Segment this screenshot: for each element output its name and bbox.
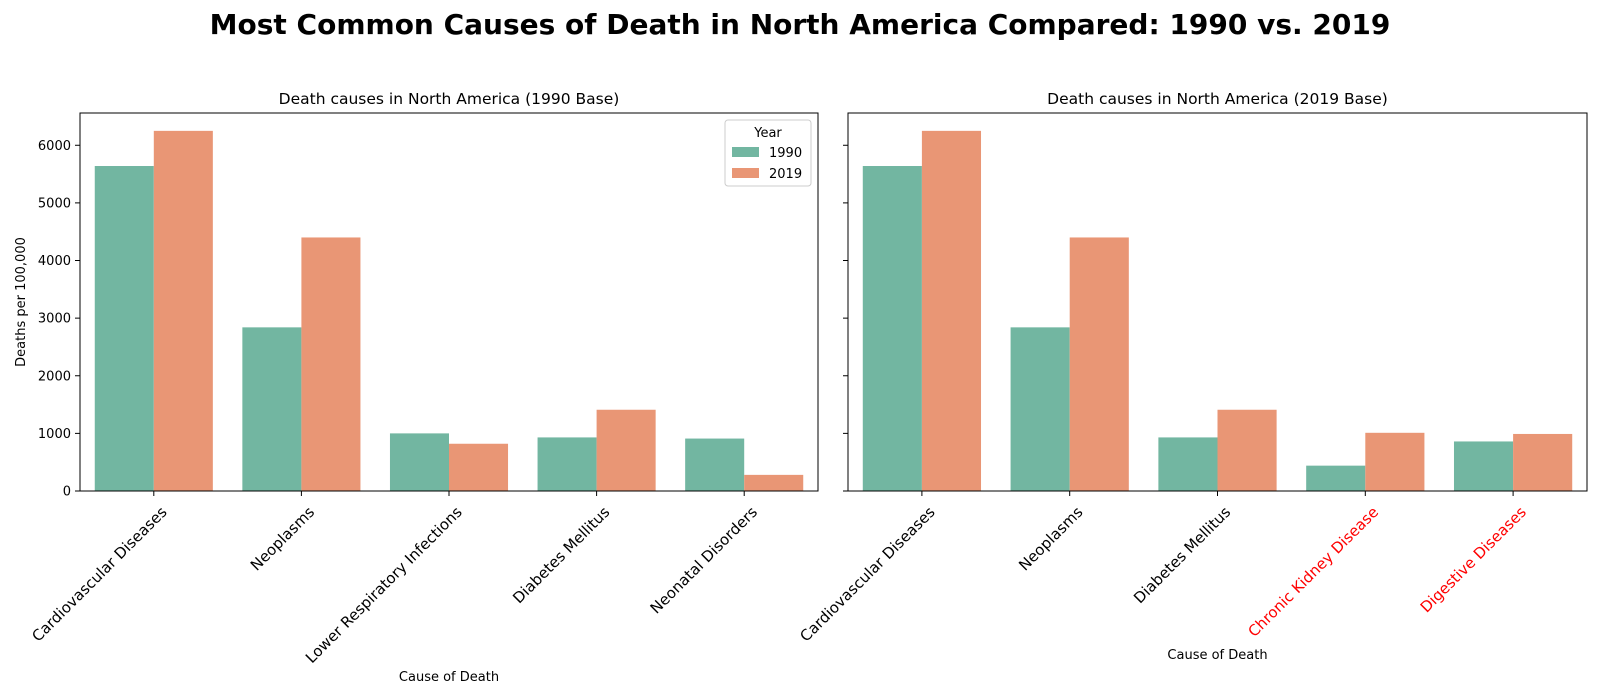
- panel-2-bar-2019-3: [1217, 409, 1277, 491]
- panel-2-bar-1990-5: [1453, 441, 1514, 491]
- panel-2-bar-1990-1: [862, 166, 922, 491]
- panel-1-ytick-label: 6000: [38, 139, 71, 154]
- panel-1-ytick-label: 3000: [38, 312, 71, 327]
- panel-1-bar-1990-3: [389, 433, 449, 491]
- panel-1-legend-swatch-2019: [732, 168, 759, 178]
- panel-1-ytick-label: 2000: [38, 369, 71, 384]
- panel-1-bar-2019-2: [301, 237, 361, 491]
- panel-1-legend-swatch-1990: [732, 147, 759, 157]
- panel-1-legend-title: Year: [753, 126, 782, 141]
- panel-1-bar-1990-4: [537, 437, 597, 491]
- panel-1-ytick-label: 4000: [38, 254, 71, 269]
- panel-1-bar-2019-3: [449, 443, 509, 491]
- panel-2-title: Death causes in North America (2019 Base…: [1047, 90, 1388, 108]
- panel-1-title: Death causes in North America (1990 Base…: [279, 90, 620, 108]
- panel-2-bar-2019-4: [1365, 432, 1425, 491]
- panel-2-bar-1990-2: [1010, 327, 1070, 491]
- panel-1-bar-1990-1: [94, 166, 154, 491]
- panel-2-bar-1990-3: [1158, 437, 1218, 491]
- figure-title: Most Common Causes of Death in North Ame…: [209, 8, 1391, 41]
- panel-1-bar-2019-1: [153, 130, 213, 492]
- panel-1-bar-1990-5: [685, 438, 745, 491]
- panel-1-xtick-label-4: Diabetes Mellitus: [509, 503, 613, 607]
- panel-1-ylabel: Deaths per 100,000: [14, 237, 29, 367]
- panel-1-xlabel: Cause of Death: [399, 670, 499, 685]
- panel-1-xtick-label-1: Cardiovascular Diseases: [28, 503, 170, 645]
- panel-1-bar-2019-5: [744, 474, 804, 491]
- panel-1-legend-entry-1990: 1990: [769, 146, 802, 161]
- panel-1-xtick-label-3: Lower Respiratory Infections: [302, 503, 466, 667]
- panel-2-xlabel: Cause of Death: [1167, 648, 1267, 663]
- panel-2-xtick-label-3: Diabetes Mellitus: [1130, 503, 1234, 607]
- panel-2-xtick-label-2: Neoplasms: [1015, 503, 1086, 574]
- panel-2-bar-2019-5: [1513, 433, 1573, 491]
- panel-2-xtick-label-1: Cardiovascular Diseases: [796, 503, 938, 645]
- panel-1-xtick-label-5: Neonatal Disorders: [647, 503, 761, 617]
- panel-1-legend-entry-2019: 2019: [769, 167, 802, 182]
- panel-2-bar-2019-1: [921, 130, 982, 492]
- panel-1-xtick-label-2: Neoplasms: [247, 503, 318, 574]
- panel-1-bar-2019-4: [596, 409, 656, 491]
- panel-1-ytick-label: 0: [63, 485, 71, 500]
- panel-2-bar-2019-2: [1069, 237, 1129, 491]
- panel-2-xtick-label-4: Chronic Kidney Disease: [1244, 503, 1382, 641]
- panel-1-ytick-label: 1000: [38, 427, 71, 442]
- panel-1-ytick-label: 5000: [38, 196, 71, 211]
- panel-2-xtick-label-5: Digestive Diseases: [1417, 503, 1530, 616]
- panel-1-bar-1990-2: [242, 327, 302, 491]
- panel-2-bar-1990-4: [1306, 465, 1366, 491]
